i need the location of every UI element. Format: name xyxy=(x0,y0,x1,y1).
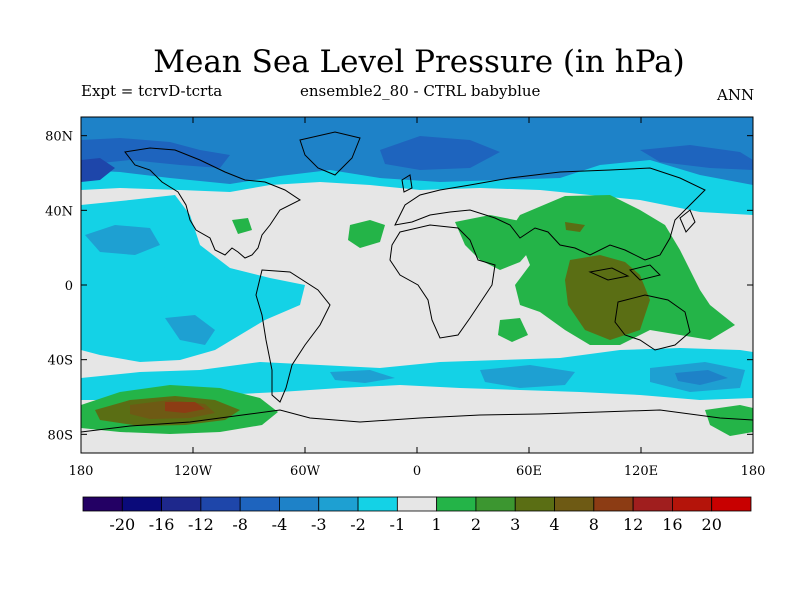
subtitle-experiment: Expt = tcrvD-tcrta xyxy=(81,82,223,100)
colorbar-swatch xyxy=(475,496,516,512)
colorbar-label: -12 xyxy=(188,515,214,534)
colorbar-label: -3 xyxy=(311,515,327,534)
gulf-green-blob xyxy=(232,218,252,234)
y-tick-label: 80S xyxy=(48,428,73,443)
colorbar-swatch xyxy=(121,496,162,512)
y-tick-label: 40S xyxy=(48,354,73,369)
colorbar-swatch xyxy=(357,496,398,512)
madagascar-green-blob xyxy=(498,318,528,342)
x-axis: 180 120W 60W 0 60E 120E 180 xyxy=(69,117,766,479)
greenland-coast xyxy=(299,131,361,176)
india-max xyxy=(565,222,585,232)
southern-ocean-low-c xyxy=(330,370,395,383)
x-tick-label: 60E xyxy=(516,464,542,479)
colorbar-swatch xyxy=(82,496,123,512)
colorbar-label: 12 xyxy=(623,515,643,534)
y-tick-label: 80N xyxy=(45,130,73,145)
colorbar-label: 16 xyxy=(662,515,682,534)
colorbar-swatch xyxy=(514,496,555,512)
ross-sea-green xyxy=(705,405,753,436)
arctic-band-deep xyxy=(81,138,230,168)
colorbar-label: -16 xyxy=(149,515,175,534)
y-axis: 80N 40N 0 40S 80S xyxy=(45,130,753,443)
colorbar-swatch xyxy=(632,496,673,512)
colorbar-label: 4 xyxy=(549,515,559,534)
colorbar-swatch xyxy=(239,496,280,512)
south-america-coast xyxy=(255,269,331,403)
y-tick-label: 0 xyxy=(65,279,73,294)
north-america-coast xyxy=(124,147,301,259)
indonesia-coast xyxy=(588,264,661,281)
x-tick-label: 0 xyxy=(413,464,421,479)
colorbar-swatch xyxy=(318,496,359,512)
colorbar-swatch xyxy=(593,496,634,512)
colorbar-label: -20 xyxy=(109,515,135,534)
uk-coast xyxy=(401,174,413,193)
southern-ocean-cyan xyxy=(81,348,753,400)
colorbar-label: -2 xyxy=(350,515,366,534)
colorbar-label: 1 xyxy=(432,515,442,534)
colorbar-swatch xyxy=(161,496,202,512)
colorbar-label: -8 xyxy=(232,515,248,534)
colorbar-label: 3 xyxy=(510,515,520,534)
subtitle-period: ANN xyxy=(717,86,755,104)
colorbar-swatch xyxy=(279,496,320,512)
southern-ocean-low-a xyxy=(480,365,575,388)
arctic-deepest-west xyxy=(81,158,115,182)
arabia-green xyxy=(455,215,535,270)
colorbar-swatch xyxy=(554,496,595,512)
subtitle-ensemble: ensemble2_80 - CTRL babyblue xyxy=(300,82,541,100)
southern-ocean-low-b-core xyxy=(675,370,728,385)
map-plot-area xyxy=(81,117,753,453)
south-pacific-core xyxy=(165,402,205,413)
eurasia-coast xyxy=(394,167,706,261)
coastlines xyxy=(81,131,753,433)
x-tick-label: 180 xyxy=(741,464,766,479)
x-tick-label: 120E xyxy=(624,464,658,479)
colorbar-swatch xyxy=(672,496,713,512)
colorbar-label: -4 xyxy=(272,515,288,534)
chart-title: Mean Sea Level Pressure (in hPa) xyxy=(153,44,685,80)
arctic-low-far-east xyxy=(640,145,753,170)
x-tick-label: 60W xyxy=(290,464,321,479)
colorbar-swatch xyxy=(436,496,477,512)
colorbar-swatch xyxy=(711,496,752,512)
x-tick-label: 120W xyxy=(174,464,213,479)
x-tick-label: 180 xyxy=(69,464,94,479)
colorbar: -20 -16 -12 -8 -4 -3 -2 -1 1 2 3 4 8 12 16 20 xyxy=(82,496,752,534)
arctic-low-east xyxy=(380,136,500,170)
atlantic-green-blob xyxy=(348,220,385,248)
colorbar-label: 20 xyxy=(702,515,722,534)
japan-coast xyxy=(679,209,696,233)
north-pacific-core xyxy=(85,225,160,255)
australia-coast xyxy=(614,294,691,351)
africa-coast xyxy=(389,224,496,339)
antarctica-coast xyxy=(81,409,753,433)
south-pacific-core xyxy=(165,315,215,345)
north-atlantic-cyan-strip xyxy=(81,265,185,305)
colorbar-swatch xyxy=(200,496,241,512)
colorbar-label: 2 xyxy=(471,515,481,534)
colorbar-label: 8 xyxy=(589,515,599,534)
colorbar-swatch xyxy=(396,496,438,512)
colorbar-label: -1 xyxy=(390,515,406,534)
y-tick-label: 40N xyxy=(45,204,73,219)
